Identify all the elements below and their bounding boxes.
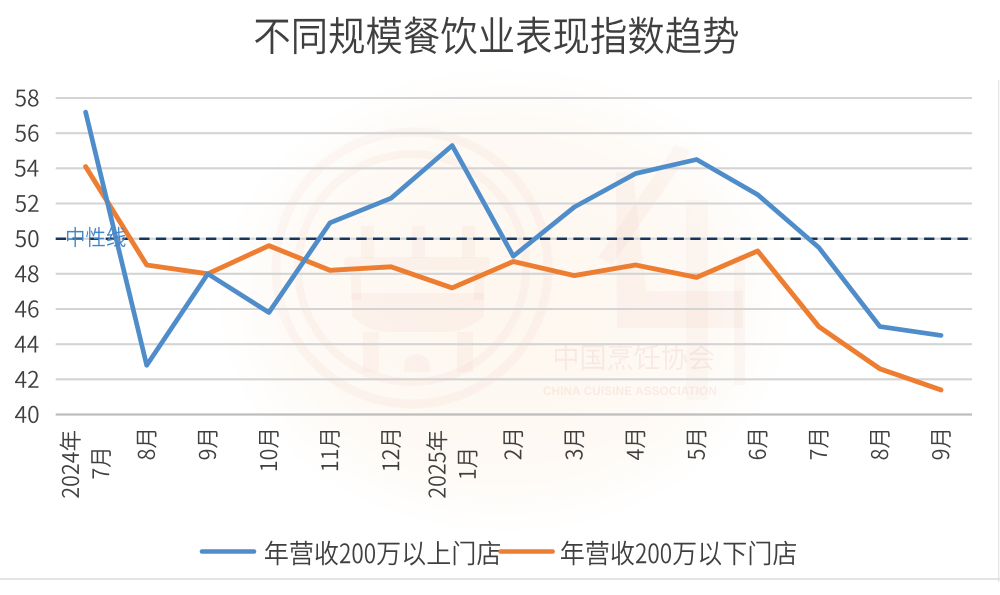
svg-text:CHINA CUISINE ASSOCIATION: CHINA CUISINE ASSOCIATION	[543, 385, 717, 398]
